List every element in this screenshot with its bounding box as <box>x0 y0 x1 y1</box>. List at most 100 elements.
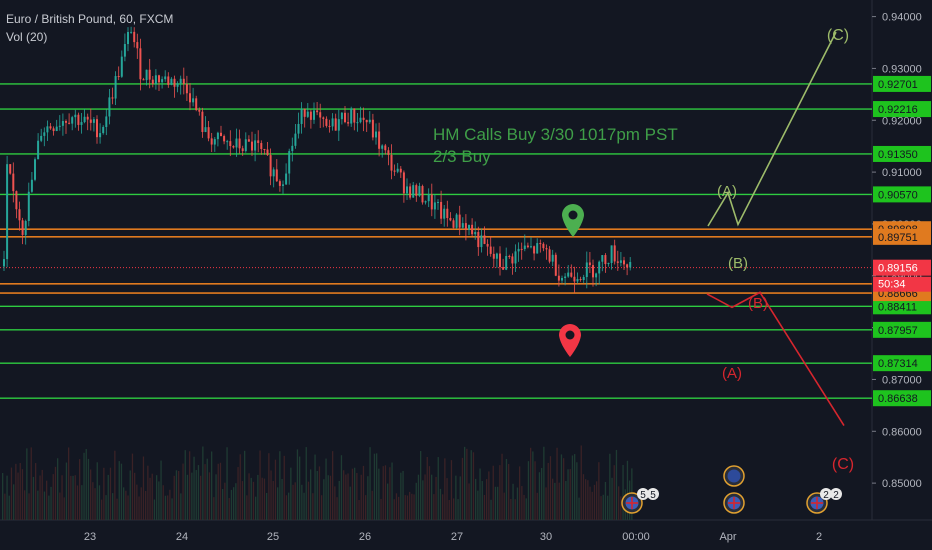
candle-body <box>204 127 207 132</box>
volume-bar <box>59 492 61 520</box>
volume-bar <box>472 452 475 520</box>
volume-bar <box>57 458 59 520</box>
volume-bar <box>206 458 208 520</box>
volume-bar <box>140 487 142 520</box>
candle-body <box>393 170 396 172</box>
candle-body <box>353 108 356 123</box>
volume-bar <box>303 492 305 520</box>
price-tick-label: 0.92000 <box>882 115 922 127</box>
candle-body <box>52 128 55 132</box>
volume-bar <box>15 463 17 520</box>
candle-body <box>334 118 337 131</box>
volume-bar <box>228 498 230 520</box>
event-count-badge <box>637 488 649 500</box>
volume-bar <box>536 492 538 520</box>
candle-body <box>371 119 374 138</box>
volume-bar <box>63 497 65 520</box>
green-level-price-tag[interactable] <box>873 321 931 338</box>
candle-body <box>402 172 405 194</box>
volume-bar <box>26 448 28 520</box>
candle-body <box>474 232 477 235</box>
candle-body <box>399 168 402 173</box>
candle-body <box>579 279 582 281</box>
green-level-price-tag[interactable] <box>873 390 931 407</box>
volume-bar <box>538 472 541 520</box>
date-tick-label: 26 <box>359 531 371 543</box>
green-level-price-tag[interactable] <box>873 75 931 92</box>
volume-bar <box>349 486 351 520</box>
red-location-pin-icon[interactable] <box>559 324 581 357</box>
volume-bar <box>521 486 523 520</box>
candle-body <box>449 217 452 221</box>
volume-bar <box>153 499 156 520</box>
volume-bar <box>464 446 466 520</box>
candle-body <box>275 169 278 182</box>
bullish-wave-path[interactable] <box>707 31 837 227</box>
eu-event-flag-fill <box>727 469 741 483</box>
orange-level-price-tag[interactable] <box>873 228 931 245</box>
volume-bar <box>585 479 587 520</box>
volume-bar <box>105 495 107 520</box>
candle-body <box>421 186 424 203</box>
green-location-pin-icon[interactable] <box>562 204 584 237</box>
volume-bar <box>609 453 611 520</box>
candle-body <box>362 117 365 120</box>
volume-bar <box>54 466 57 520</box>
volume-bar <box>285 495 288 520</box>
green-level-price-tag[interactable] <box>873 101 931 118</box>
volume-indicator-label[interactable]: Vol (20) <box>6 30 48 44</box>
candle-body <box>412 185 415 198</box>
bearish-wave-path[interactable] <box>706 291 845 427</box>
symbol-title[interactable]: Euro / British Pound, 60, FXCM <box>6 12 174 26</box>
volume-bar <box>362 465 365 520</box>
volume-bar <box>235 483 237 520</box>
volume-bar <box>101 499 103 520</box>
candle-body <box>158 75 160 83</box>
green-level-price-tag[interactable] <box>873 145 931 162</box>
volume-bar <box>281 478 283 520</box>
current-price-tag[interactable] <box>873 259 931 276</box>
candle-body <box>9 164 12 174</box>
volume-bar <box>263 478 266 520</box>
volume-bar <box>413 494 415 520</box>
candle-body <box>629 262 632 268</box>
volume-bar <box>259 450 261 520</box>
candle-body <box>595 273 598 278</box>
volume-bar <box>294 482 296 520</box>
volume-bar <box>415 482 417 520</box>
volume-bar <box>563 458 565 520</box>
candle-body <box>309 111 312 120</box>
volume-bar <box>200 475 202 520</box>
volume-bar <box>325 458 327 520</box>
candle-body <box>291 145 294 152</box>
event-count-text: 2 <box>833 490 839 501</box>
volume-bar <box>591 491 593 520</box>
volume-bar <box>327 475 329 520</box>
volume-bar <box>332 451 334 520</box>
volume-bar <box>455 475 457 520</box>
candle-body <box>430 194 433 210</box>
volume-bar <box>74 475 76 520</box>
volume-bar <box>164 495 167 520</box>
date-tick-label: 00:00 <box>622 531 650 543</box>
volume-bar <box>329 475 332 520</box>
green-level-price-tag[interactable] <box>873 355 931 372</box>
volume-bar <box>510 499 512 520</box>
volume-bar <box>620 496 622 520</box>
volume-bar <box>268 453 270 520</box>
volume-bar <box>439 488 442 520</box>
volume-bar <box>318 466 321 520</box>
candle-body <box>68 122 71 124</box>
green-level-price-tag[interactable] <box>873 298 931 315</box>
volume-bar <box>83 452 85 520</box>
green-level-price-tag[interactable] <box>873 186 931 203</box>
candle-body <box>378 131 381 149</box>
volume-bar <box>600 496 602 520</box>
volume-bar <box>244 450 246 520</box>
volume-bar <box>261 477 263 520</box>
candle-body <box>176 83 179 87</box>
volume-bar <box>6 475 8 520</box>
candle-body <box>458 214 461 228</box>
